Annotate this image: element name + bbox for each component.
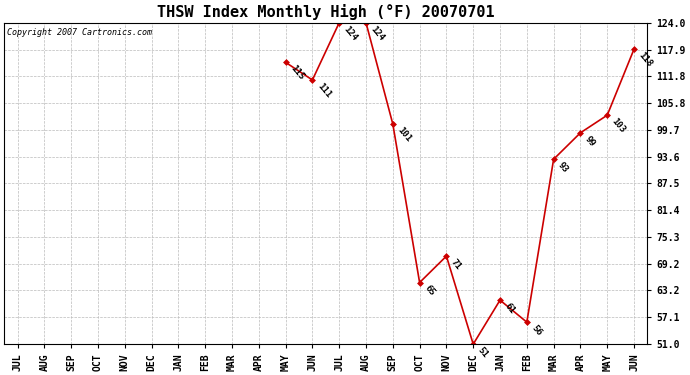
Text: 115: 115 xyxy=(288,64,306,82)
Text: 118: 118 xyxy=(637,51,654,69)
Text: 124: 124 xyxy=(342,24,359,42)
Text: 103: 103 xyxy=(610,117,627,135)
Text: 71: 71 xyxy=(449,258,463,272)
Text: Copyright 2007 Cartronics.com: Copyright 2007 Cartronics.com xyxy=(8,27,152,36)
Text: 51: 51 xyxy=(476,346,490,360)
Text: 101: 101 xyxy=(395,125,413,144)
Title: THSW Index Monthly High (°F) 20070701: THSW Index Monthly High (°F) 20070701 xyxy=(157,4,495,20)
Text: 61: 61 xyxy=(503,302,517,315)
Text: 124: 124 xyxy=(368,24,386,42)
Text: 99: 99 xyxy=(583,134,597,148)
Text: 65: 65 xyxy=(422,284,436,298)
Text: 56: 56 xyxy=(530,324,544,338)
Text: 93: 93 xyxy=(556,160,570,175)
Text: 111: 111 xyxy=(315,81,333,99)
